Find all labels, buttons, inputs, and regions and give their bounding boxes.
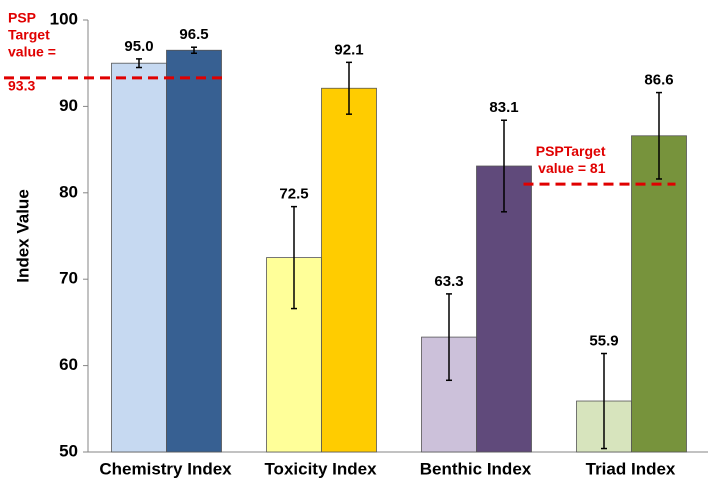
value-label: 63.3 — [434, 273, 463, 290]
x-tick-label: Benthic Index — [420, 459, 532, 478]
bar — [166, 49, 222, 453]
bar — [321, 87, 377, 453]
value-label: 86.6 — [644, 72, 673, 89]
target-label: PSP — [8, 10, 36, 26]
target-label: 93.3 — [8, 78, 35, 94]
error-bar — [446, 293, 452, 382]
y-tick-label: 90 — [59, 96, 78, 115]
y-tick-label: 60 — [59, 355, 78, 374]
x-tick-label: Triad Index — [586, 459, 676, 478]
error-bar — [346, 61, 352, 115]
y-tick-label: 70 — [59, 269, 78, 288]
value-label: 92.1 — [334, 41, 363, 58]
error-bar — [291, 205, 297, 310]
error-bar — [601, 352, 607, 450]
x-tick-label: Toxicity Index — [264, 459, 377, 478]
target-label: value = 81 — [538, 160, 606, 176]
error-bar — [656, 91, 662, 180]
x-tick-label: Chemistry Index — [99, 459, 232, 478]
value-label: 55.9 — [589, 332, 618, 349]
bar — [631, 135, 687, 453]
y-axis-label: Index Value — [13, 189, 32, 283]
target-label: Target — [8, 27, 50, 43]
error-bar — [191, 46, 197, 55]
y-tick-label: 80 — [59, 182, 78, 201]
y-tick-label: 50 — [59, 441, 78, 460]
bar — [476, 165, 532, 453]
y-tick-label: 100 — [50, 9, 78, 28]
value-label: 72.5 — [279, 186, 308, 203]
value-label: 96.5 — [179, 26, 208, 43]
value-label: 83.1 — [489, 99, 518, 116]
bar — [111, 62, 167, 453]
target-label: PSPTarget — [536, 143, 606, 159]
target-label: value = — [8, 44, 56, 60]
error-bar — [501, 119, 507, 213]
error-bar — [136, 58, 142, 69]
value-label: 95.0 — [124, 38, 153, 55]
